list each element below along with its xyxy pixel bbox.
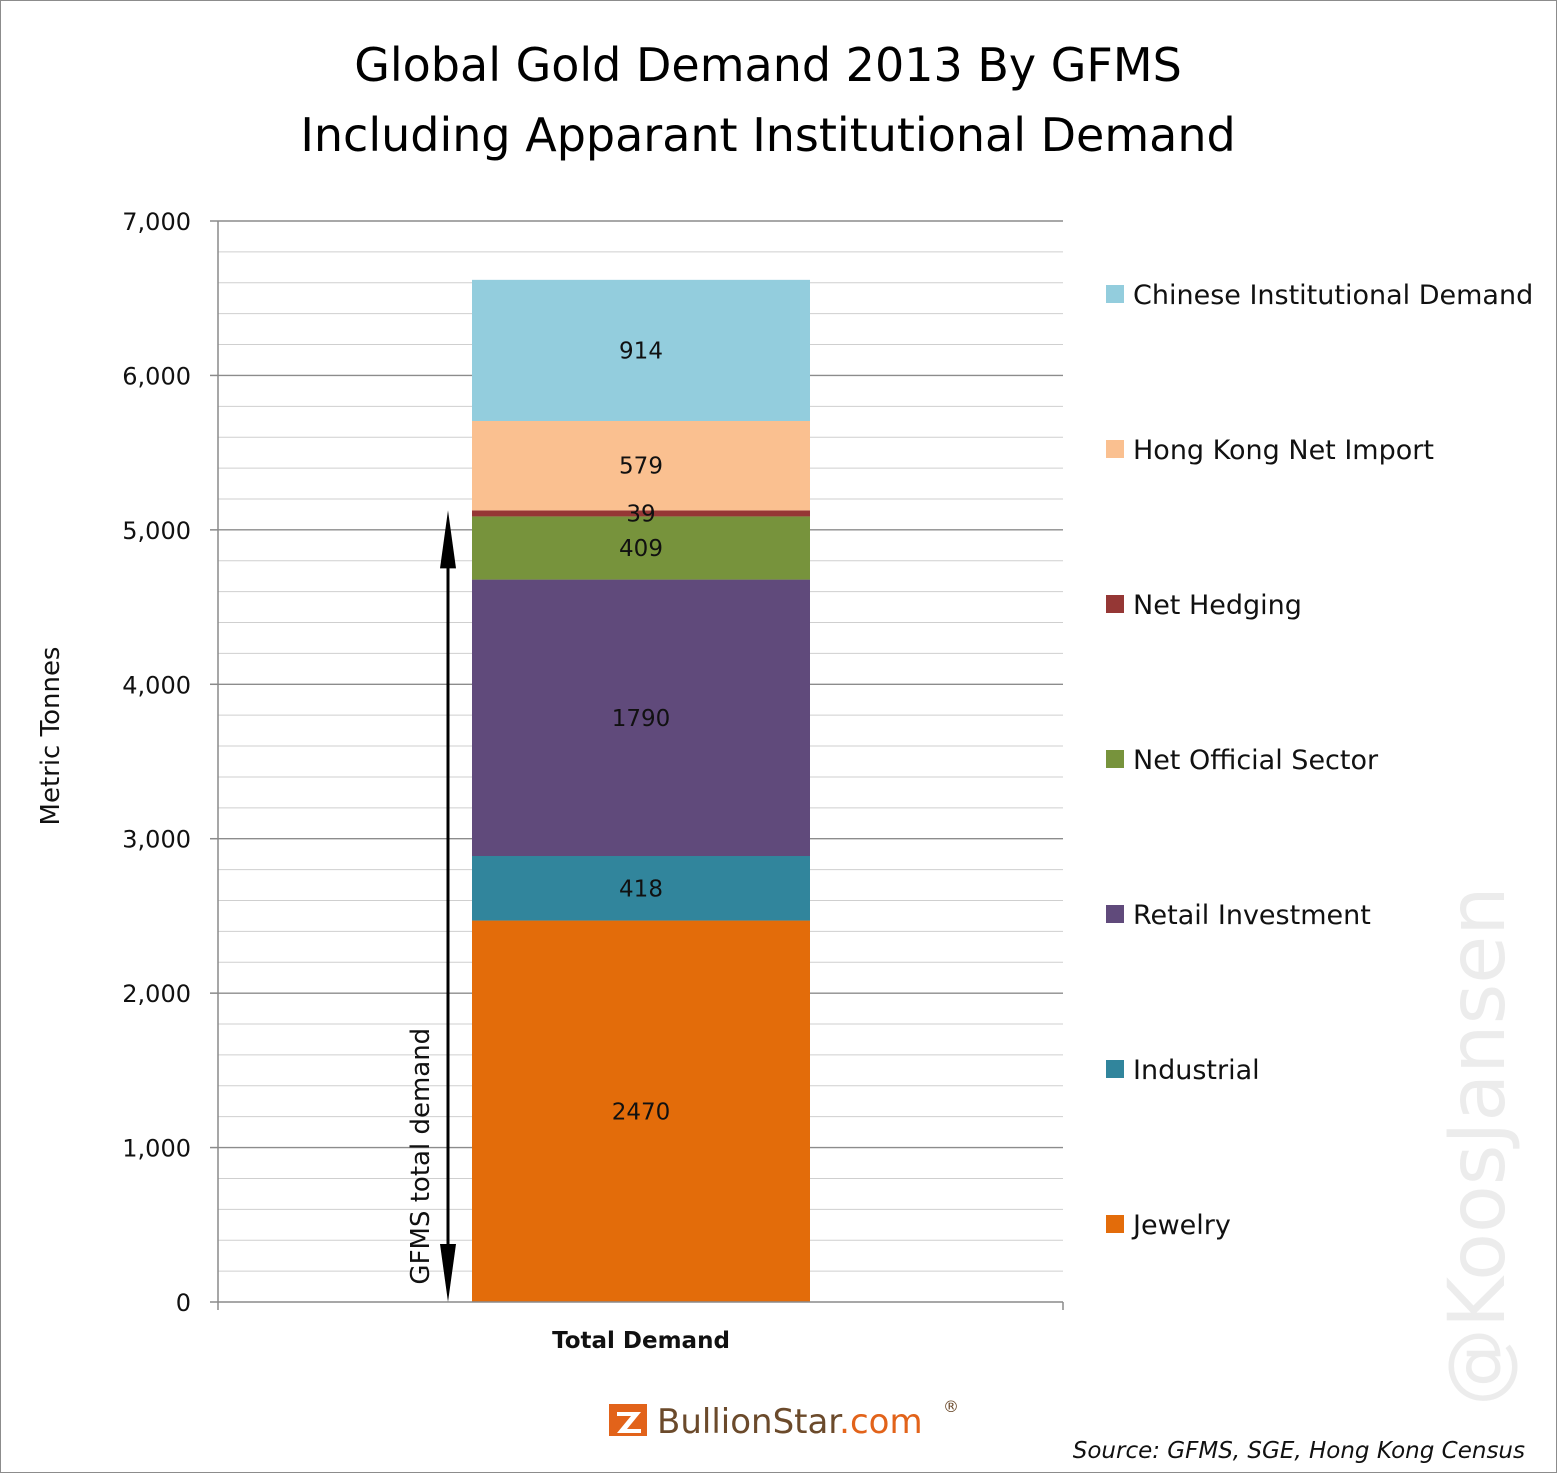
category-label: Total Demand [552, 1328, 730, 1354]
legend-swatch [1106, 285, 1124, 303]
segment-label: 2470 [612, 1099, 671, 1125]
y-tick-label: 1,000 [122, 1135, 191, 1163]
segment-label: 409 [619, 536, 663, 562]
legend-label: Chinese Institutional Demand [1133, 280, 1533, 311]
legend-label: Industrial [1133, 1055, 1260, 1086]
logo-text-main: BullionStar [657, 1402, 842, 1442]
logo-text-tld: .com [839, 1402, 922, 1442]
annotation-text: GFMS total demand [406, 1028, 436, 1285]
legend-swatch [1106, 750, 1124, 768]
legend-item-net-official-sector: Net Official Sector [1106, 745, 1379, 776]
legend-item-jewelry: Jewelry [1106, 1210, 1231, 1241]
legend-label: Hong Kong Net Import [1133, 435, 1434, 466]
bar-segment-hong-kong-net-import [472, 420, 810, 511]
stacked-bar [472, 279, 810, 1302]
legend-label: Net Hedging [1133, 590, 1302, 621]
source-note: Source: GFMS, SGE, Hong Kong Census [1073, 1438, 1525, 1464]
bar-segment-industrial [472, 856, 810, 921]
legend-swatch [1106, 905, 1124, 923]
y-axis-title: Metric Tonnes [36, 647, 66, 826]
y-tick-label: 5,000 [122, 517, 191, 545]
logo-registered-mark: ® [943, 1397, 959, 1416]
legend-swatch [1106, 1215, 1124, 1233]
legend-item-net-hedging: Net Hedging [1106, 590, 1302, 621]
legend-item-industrial: Industrial [1106, 1055, 1260, 1086]
logo-text: BullionStar.com [657, 1402, 923, 1442]
segment-label: 579 [619, 454, 663, 480]
segment-label: 914 [619, 338, 663, 364]
y-tick-label: 4,000 [122, 671, 191, 699]
segment-label: 39 [626, 501, 655, 527]
segment-label: 418 [619, 876, 663, 902]
annotation-arrow-head-top [440, 510, 456, 569]
bar-segment-net-official-sector [472, 516, 810, 580]
legend-label: Jewelry [1131, 1210, 1231, 1241]
watermark: @KoosJansen [1433, 886, 1523, 1406]
y-tick-label: 2,000 [122, 980, 191, 1008]
segment-label: 1790 [612, 706, 671, 732]
chart-title-line-2: Including Apparant Institutional Demand [300, 108, 1235, 162]
chart-title-line-1: Global Gold Demand 2013 By GFMS [354, 38, 1182, 92]
legend-swatch [1106, 595, 1124, 613]
y-tick-label: 3,000 [122, 826, 191, 854]
y-tick-label: 6,000 [122, 362, 191, 390]
segment-labels: 2470 418 1790 409 39 579 914 [612, 338, 671, 1125]
legend: Chinese Institutional Demand Hong Kong Ne… [1106, 280, 1533, 1241]
legend-item-chinese-institutional-demand: Chinese Institutional Demand [1106, 280, 1533, 311]
bar-segment-retail-investment [472, 579, 810, 857]
bar-segment-chinese-institutional-demand [472, 279, 810, 421]
bar-segment-jewelry [472, 920, 810, 1302]
legend-label: Retail Investment [1133, 900, 1371, 931]
annotation-arrow-head-bottom [440, 1244, 456, 1302]
gfms-total-demand-annotation: GFMS total demand [406, 510, 456, 1302]
legend-swatch [1106, 1060, 1124, 1078]
legend-item-retail-investment: Retail Investment [1106, 900, 1371, 931]
legend-swatch [1106, 440, 1124, 458]
y-tick-label: 0 [176, 1289, 191, 1317]
y-tick-label: 7,000 [122, 208, 191, 236]
bullionstar-logo: BullionStar.com ® [609, 1397, 959, 1442]
y-axis-ticks: 0 1,000 2,000 3,000 4,000 5,000 6,000 7,000 [122, 208, 218, 1317]
legend-label: Net Official Sector [1133, 745, 1379, 776]
bar-segment-net-hedging [472, 510, 810, 517]
bullionstar-logo-icon [609, 1404, 647, 1436]
legend-item-hong-kong-net-import: Hong Kong Net Import [1106, 435, 1434, 466]
